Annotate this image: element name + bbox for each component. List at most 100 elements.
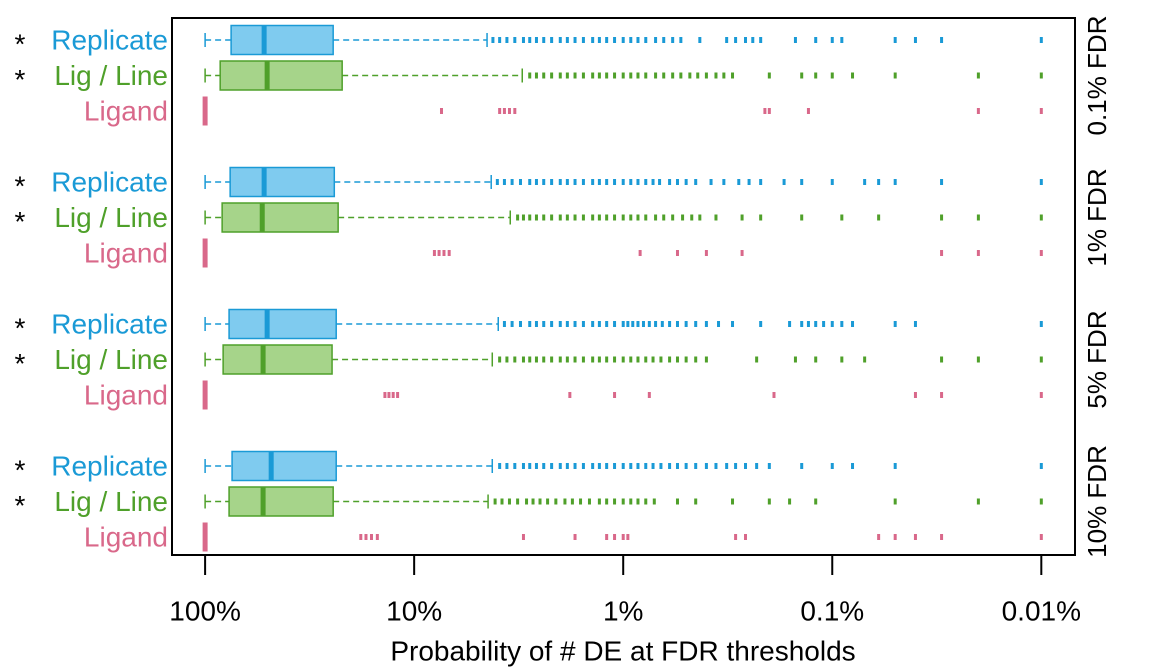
- box: [222, 344, 333, 375]
- outlier: [621, 534, 625, 540]
- outlier: [439, 108, 443, 114]
- outlier: [644, 37, 648, 43]
- outlier: [629, 498, 633, 505]
- outlier: [597, 37, 601, 43]
- outlier: [621, 37, 625, 43]
- outlier: [840, 356, 844, 363]
- outlier: [647, 392, 651, 398]
- outlier: [636, 179, 640, 185]
- outlier: [893, 179, 897, 185]
- outlier: [605, 179, 609, 185]
- outlier: [542, 72, 546, 79]
- outlier: [893, 498, 897, 505]
- outlier: [621, 72, 625, 79]
- outlier: [675, 356, 679, 363]
- outlier: [709, 179, 713, 185]
- x-tick-label: 100%: [169, 595, 241, 626]
- outlier: [447, 250, 451, 256]
- outlier: [629, 37, 633, 43]
- outlier: [554, 498, 558, 505]
- outlier: [740, 250, 744, 256]
- outlier: [893, 72, 897, 79]
- outlier: [759, 321, 763, 327]
- outlier: [755, 463, 759, 469]
- outlier: [688, 72, 692, 79]
- outlier: [767, 72, 771, 79]
- outlier: [437, 250, 441, 256]
- outlier: [644, 179, 648, 185]
- outlier: [396, 392, 400, 398]
- outlier: [744, 37, 748, 43]
- outlier: [940, 250, 944, 256]
- outlier: [814, 37, 818, 43]
- outlier: [631, 321, 635, 327]
- outlier: [542, 356, 546, 363]
- box: [229, 166, 336, 198]
- outlier: [651, 463, 655, 469]
- outlier: [893, 37, 897, 43]
- outlier: [814, 498, 818, 505]
- outlier: [636, 498, 640, 505]
- outlier: [516, 214, 520, 221]
- outlier: [814, 356, 818, 363]
- outlier: [581, 214, 585, 221]
- outlier: [704, 356, 708, 363]
- outlier: [558, 37, 562, 43]
- outlier: [644, 72, 648, 79]
- outlier: [613, 392, 617, 398]
- outlier: [558, 214, 562, 221]
- outlier: [550, 463, 554, 469]
- outlier: [814, 321, 818, 327]
- outlier: [644, 463, 648, 469]
- outlier: [800, 321, 804, 327]
- group-label: Ligand: [84, 95, 168, 126]
- outlier: [725, 463, 729, 469]
- outlier: [442, 250, 446, 256]
- outlier: [675, 179, 679, 185]
- outlier: [722, 179, 726, 185]
- group-label: Lig / Line: [54, 344, 168, 375]
- group-label: Replicate: [51, 450, 168, 481]
- outlier: [747, 179, 751, 185]
- outlier: [1039, 214, 1043, 221]
- outlier: [605, 356, 609, 363]
- x-tick-label: 0.1%: [800, 595, 864, 626]
- outlier: [679, 37, 683, 43]
- outlier: [704, 463, 708, 469]
- outlier: [698, 214, 702, 221]
- outlier: [704, 72, 708, 79]
- outlier: [830, 37, 834, 43]
- outlier: [806, 321, 810, 327]
- outlier: [814, 72, 818, 79]
- outlier: [800, 214, 804, 221]
- outlier: [542, 214, 546, 221]
- outlier: [591, 356, 595, 363]
- outlier: [597, 179, 601, 185]
- outlier: [731, 72, 735, 79]
- outlier: [597, 463, 601, 469]
- outlier: [671, 37, 675, 43]
- outlier: [668, 463, 672, 469]
- outlier: [644, 356, 648, 363]
- outlier: [793, 37, 797, 43]
- outlier: [684, 463, 688, 469]
- outlier: [621, 179, 625, 185]
- outlier: [518, 179, 522, 185]
- outlier: [542, 321, 546, 327]
- outlier: [558, 72, 562, 79]
- significance-marker: *: [15, 490, 26, 521]
- outlier: [573, 37, 577, 43]
- outlier: [767, 108, 771, 114]
- outlier: [498, 356, 502, 363]
- outlier: [597, 356, 601, 363]
- outlier: [694, 179, 698, 185]
- outlier: [714, 214, 718, 221]
- outlier: [1039, 463, 1043, 469]
- outlier: [591, 37, 595, 43]
- outlier: [734, 534, 738, 540]
- outlier: [840, 321, 844, 327]
- outlier: [550, 179, 554, 185]
- x-tick-label: 0.01%: [1002, 595, 1081, 626]
- outlier: [534, 179, 538, 185]
